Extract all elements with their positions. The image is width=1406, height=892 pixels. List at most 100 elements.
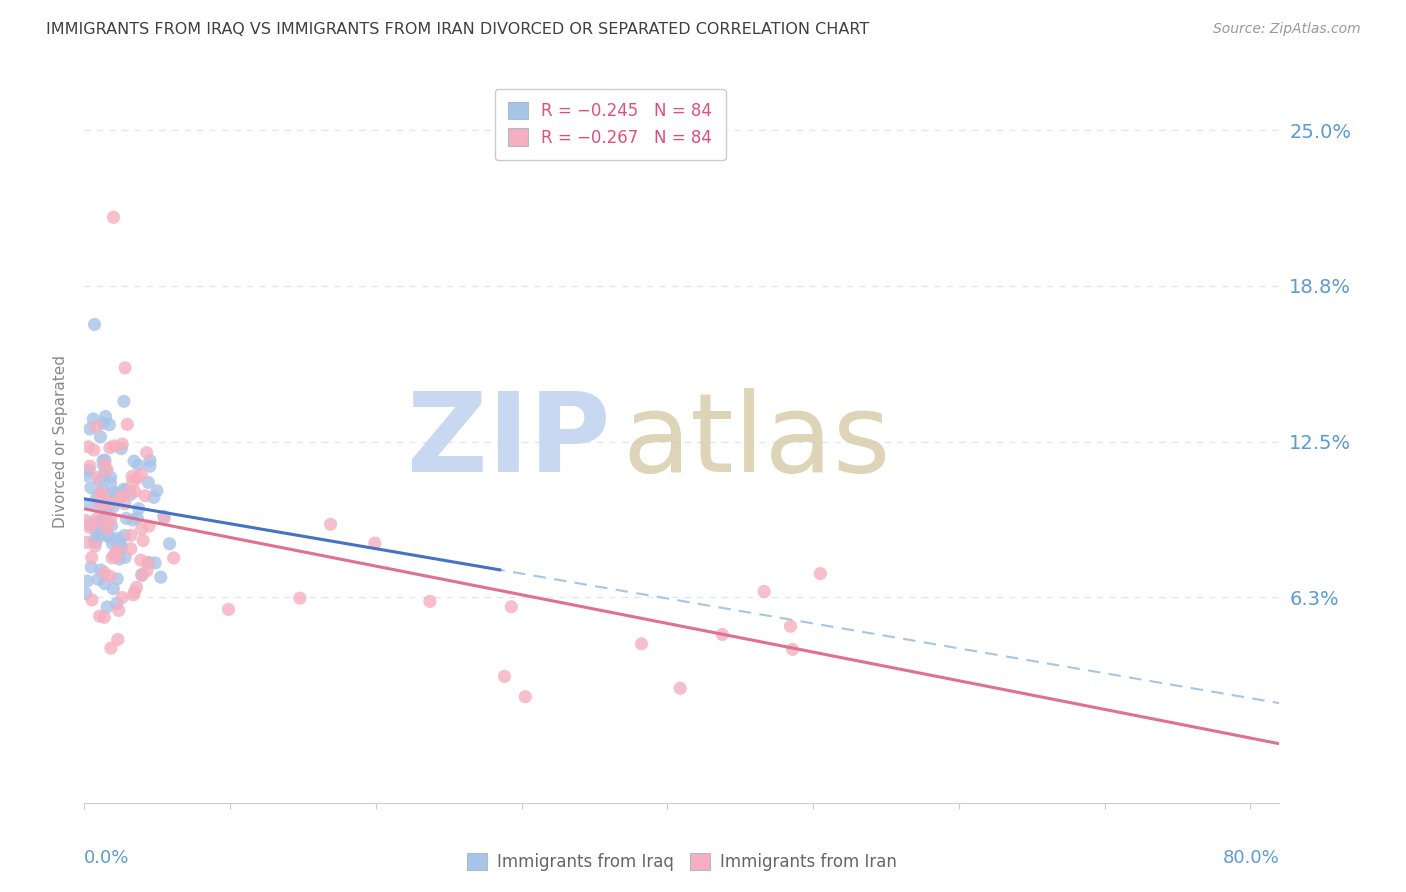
Point (77, 440, 100, 454)
Point (79, 459, 101, 474)
Point (114, 497, 136, 511)
Point (127, 511, 149, 525)
Point (96, 599, 118, 614)
Point (89, 473, 111, 487)
Point (105, 597, 128, 611)
Point (101, 536, 124, 550)
Point (97, 528, 120, 542)
Point (97, 516, 120, 530)
Point (84, 535, 107, 549)
Text: IMMIGRANTS FROM IRAQ VS IMMIGRANTS FROM IRAN DIVORCED OR SEPARATED CORRELATION C: IMMIGRANTS FROM IRAQ VS IMMIGRANTS FROM … (46, 22, 870, 37)
Point (104, 547, 127, 561)
Point (104, 549, 127, 563)
Point (136, 556, 159, 570)
Point (100, 518, 122, 533)
Point (83, 442, 105, 457)
Point (118, 484, 141, 499)
Point (105, 572, 128, 586)
Point (101, 550, 124, 565)
Point (107, 632, 129, 647)
Point (143, 556, 166, 570)
Point (364, 536, 387, 550)
Y-axis label: Divorced or Separated: Divorced or Separated (53, 355, 69, 528)
Point (94, 457, 117, 471)
Point (94, 409, 117, 424)
Point (84, 419, 107, 434)
Point (114, 360, 136, 375)
Point (79, 422, 101, 436)
Point (89, 515, 111, 529)
Point (110, 490, 132, 504)
Point (163, 550, 186, 565)
Point (125, 580, 148, 594)
Point (91, 416, 114, 430)
Point (100, 476, 122, 491)
Point (159, 537, 181, 551)
Point (138, 556, 160, 570)
Point (114, 483, 136, 497)
Point (669, 681, 692, 696)
Point (80, 480, 103, 494)
Point (105, 549, 128, 564)
Point (90, 500, 112, 514)
Point (100, 470, 122, 484)
Point (110, 442, 132, 456)
Point (111, 591, 134, 605)
Point (87, 530, 110, 544)
Point (134, 489, 156, 503)
Point (103, 582, 125, 596)
Point (97, 496, 120, 510)
Point (120, 541, 142, 556)
Point (122, 454, 145, 468)
Point (139, 459, 162, 474)
Point (93, 519, 115, 533)
Point (127, 458, 149, 472)
Point (84, 523, 107, 537)
Point (90, 485, 112, 500)
Point (149, 570, 172, 584)
Point (75, 535, 97, 549)
Point (100, 641, 122, 656)
Point (131, 567, 153, 582)
Point (112, 394, 135, 409)
Point (139, 453, 162, 467)
Point (218, 602, 240, 616)
Point (90, 563, 112, 577)
Point (98, 441, 121, 455)
Point (114, 550, 136, 565)
Point (93, 468, 115, 483)
Point (108, 492, 131, 507)
Point (93, 496, 115, 510)
Point (754, 584, 776, 599)
Point (90, 515, 112, 529)
Point (110, 537, 132, 551)
Point (121, 469, 143, 483)
Point (115, 511, 138, 525)
Point (80, 593, 103, 607)
Point (105, 544, 128, 558)
Point (117, 417, 139, 432)
Point (75, 513, 97, 527)
Point (288, 591, 311, 606)
Point (419, 594, 441, 608)
Point (91, 453, 114, 467)
Point (135, 564, 157, 578)
Point (153, 509, 176, 524)
Text: Source: ZipAtlas.com: Source: ZipAtlas.com (1213, 22, 1361, 37)
Point (80, 550, 103, 565)
Point (128, 501, 150, 516)
Point (98, 569, 121, 583)
Point (83, 533, 105, 547)
Point (89, 430, 111, 444)
Text: 0.0%: 0.0% (84, 849, 129, 867)
Point (132, 533, 155, 548)
Point (82, 412, 104, 426)
Point (79, 497, 101, 511)
Point (711, 627, 734, 641)
Point (129, 553, 152, 567)
Point (83, 516, 105, 531)
Point (86, 511, 108, 525)
Text: ZIP: ZIP (406, 388, 610, 495)
Point (501, 599, 523, 614)
Point (84, 539, 107, 553)
